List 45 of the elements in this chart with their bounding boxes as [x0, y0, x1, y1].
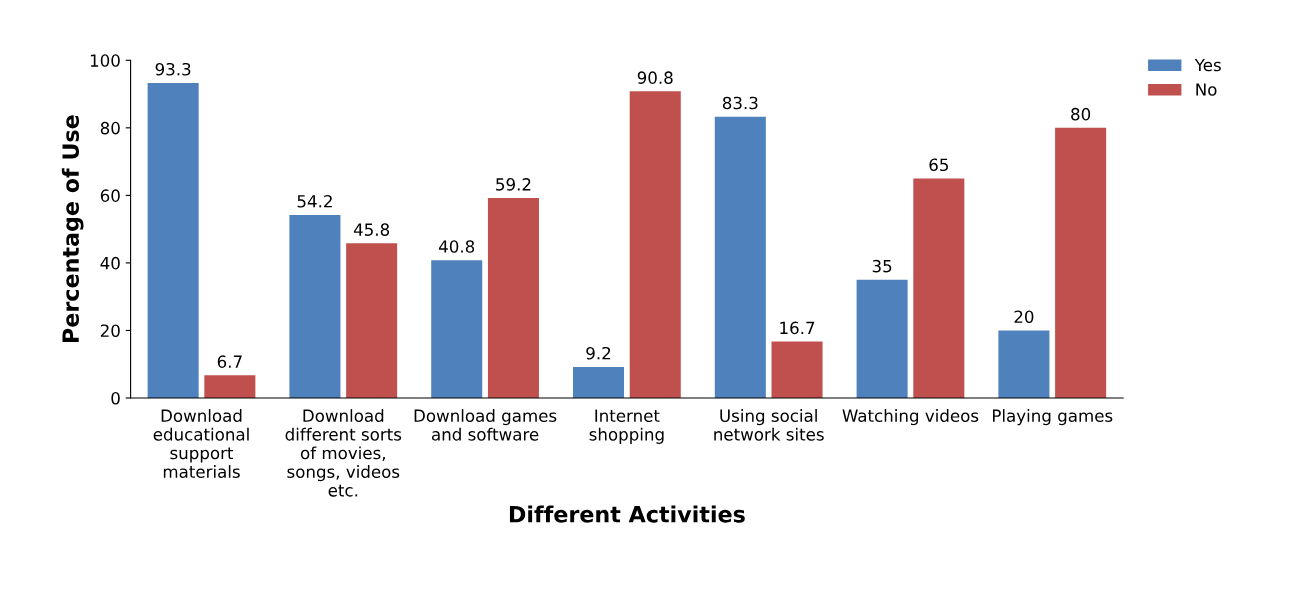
bar: [487, 198, 539, 398]
x-tick-label: Internet shopping: [589, 409, 664, 444]
data-label: 45.8: [353, 223, 390, 236]
y-tick-label: 60: [100, 189, 120, 202]
data-label: 65: [929, 158, 948, 172]
x-tick-label: Playing games: [993, 409, 1113, 426]
x-tick-label: Download different sorts of movies, songs, videos etc.: [285, 409, 402, 497]
bar: [204, 375, 256, 398]
bar: [856, 279, 908, 398]
y-axis-title: Percentage of Use: [61, 115, 84, 342]
data-label: 59.2: [496, 178, 531, 191]
y-tick-label: 100: [90, 54, 120, 67]
y-tick-label: 0: [111, 391, 120, 405]
data-label: 90.8: [637, 71, 673, 84]
x-axis-title: Different Activities: [509, 505, 745, 523]
data-label: 6.7: [217, 355, 242, 368]
x-tick-label: Using social network sites: [714, 409, 824, 441]
bar: [289, 214, 341, 398]
data-label: 40.8: [438, 240, 475, 253]
legend-label: No: [1196, 83, 1217, 96]
bar: [346, 243, 398, 398]
data-label: 80: [1071, 107, 1091, 121]
bar: [913, 178, 965, 398]
x-tick-label: Download educational support materials: [153, 409, 249, 478]
bar: [431, 260, 483, 398]
y-tick-label: 80: [100, 121, 120, 135]
bar: [629, 91, 681, 398]
bar: [771, 341, 823, 398]
legend-label: Yes: [1194, 58, 1221, 72]
x-tick-label: Watching videos: [842, 409, 979, 426]
x-tick-label: Download games and software: [414, 409, 557, 441]
bar: [998, 330, 1050, 398]
data-label: 83.3: [722, 96, 758, 110]
data-label: 93.3: [155, 62, 191, 76]
bar: [714, 116, 766, 398]
data-label: 20: [1014, 310, 1034, 324]
y-tick-label: 40: [100, 256, 120, 270]
y-tick-label: 20: [100, 324, 120, 338]
data-label: 16.7: [780, 321, 815, 335]
data-label: 35: [872, 259, 892, 273]
data-label: 9.2: [586, 346, 611, 360]
bar: [573, 366, 625, 398]
bar: [147, 82, 199, 398]
data-label: 54.2: [297, 194, 332, 208]
bar: [1055, 127, 1107, 398]
